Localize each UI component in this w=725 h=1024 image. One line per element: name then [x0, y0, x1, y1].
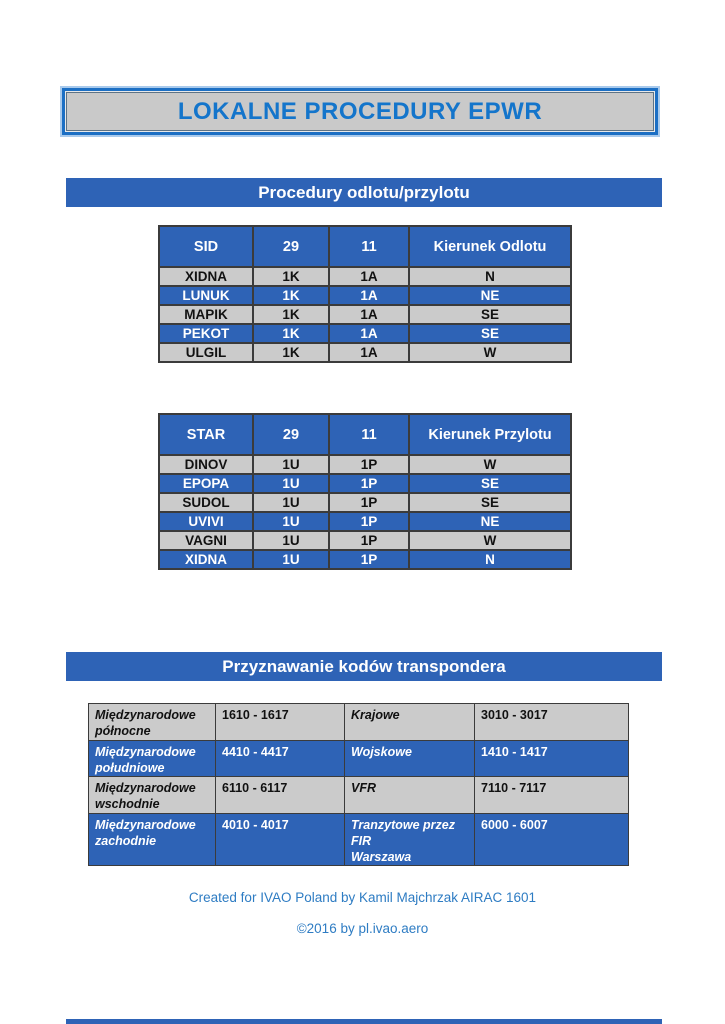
section-banner-transponder: Przyznawanie kodów transpondera	[66, 652, 662, 681]
table-row: PEKOT 1K 1A SE	[158, 323, 572, 344]
table-cell: 1U	[252, 530, 330, 551]
transponder-code-cell: 6110 - 6117	[215, 776, 345, 814]
sid-header-cell: Kierunek Odlotu	[408, 225, 572, 268]
table-cell: 1P	[328, 454, 410, 475]
table-cell: 1U	[252, 511, 330, 532]
section-banner-procedures-label: Procedury odlotu/przylotu	[258, 182, 470, 202]
star-table: STAR 29 11 Kierunek Przylotu DINOV 1U 1P…	[158, 413, 572, 570]
transponder-code-cell: 6000 - 6007	[474, 812, 629, 867]
table-row: LUNUK 1K 1A NE	[158, 285, 572, 306]
table-cell: SUDOL	[158, 492, 254, 513]
table-cell: 1K	[252, 304, 330, 325]
transponder-area-cell: Międzynarodowe zachodnie	[88, 812, 216, 867]
transponder-code-cell: 3010 - 3017	[474, 703, 629, 741]
table-cell: MAPIK	[158, 304, 254, 325]
table-cell: 1U	[252, 549, 330, 570]
table-cell: W	[408, 342, 572, 363]
table-cell: SE	[408, 473, 572, 494]
sid-header-cell: 29	[252, 225, 330, 268]
table-cell: UVIVI	[158, 511, 254, 532]
table-row: VAGNI 1U 1P W	[158, 530, 572, 551]
table-row: UVIVI 1U 1P NE	[158, 511, 572, 532]
table-row: SUDOL 1U 1P SE	[158, 492, 572, 513]
table-cell: 1A	[328, 323, 410, 344]
table-cell: DINOV	[158, 454, 254, 475]
table-cell: XIDNA	[158, 266, 254, 287]
table-cell: XIDNA	[158, 549, 254, 570]
table-row: MAPIK 1K 1A SE	[158, 304, 572, 325]
table-cell: 1K	[252, 342, 330, 363]
table-row: DINOV 1U 1P W	[158, 454, 572, 475]
table-cell: 1P	[328, 549, 410, 570]
sid-header-cell: 11	[328, 225, 410, 268]
transponder-category-cell: Tranzytowe przez FIR Warszawa	[344, 812, 475, 867]
transponder-code-cell: 7110 - 7117	[474, 776, 629, 814]
star-header-cell: 29	[252, 413, 330, 456]
table-cell: 1P	[328, 473, 410, 494]
table-cell: 1A	[328, 342, 410, 363]
table-cell: NE	[408, 511, 572, 532]
transponder-category-cell: VFR	[344, 776, 475, 814]
table-cell: NE	[408, 285, 572, 306]
table-cell: W	[408, 530, 572, 551]
sid-table: SID 29 11 Kierunek Odlotu XIDNA 1K 1A N …	[158, 225, 572, 363]
table-cell: N	[408, 549, 572, 570]
table-cell: 1A	[328, 285, 410, 306]
footer-copyright-text: ©2016 by pl.ivao.aero	[296, 921, 429, 936]
transponder-area-cell: Międzynarodowe wschodnie	[88, 776, 216, 814]
star-header-cell: STAR	[158, 413, 254, 456]
transponder-code-cell: 4410 - 4417	[215, 739, 345, 777]
transponder-table: Międzynarodowe północne 1610 - 1617 Kraj…	[88, 703, 629, 867]
table-row: ULGIL 1K 1A W	[158, 342, 572, 363]
table-row: Międzynarodowe wschodnie 6110 - 6117 VFR…	[88, 776, 629, 814]
table-cell: EPOPA	[158, 473, 254, 494]
table-cell: 1K	[252, 266, 330, 287]
table-cell: SE	[408, 492, 572, 513]
transponder-area-cell: Międzynarodowe południowe	[88, 739, 216, 777]
table-cell: ULGIL	[158, 342, 254, 363]
table-cell: SE	[408, 323, 572, 344]
next-page-edge-rule	[66, 1019, 662, 1024]
table-cell: 1K	[252, 285, 330, 306]
section-banner-procedures: Procedury odlotu/przylotu	[66, 178, 662, 207]
table-cell: 1P	[328, 530, 410, 551]
transponder-category-cell: Krajowe	[344, 703, 475, 741]
table-row: Międzynarodowe południowe 4410 - 4417 Wo…	[88, 739, 629, 777]
table-row: Międzynarodowe północne 1610 - 1617 Kraj…	[88, 703, 629, 741]
table-cell: 1P	[328, 492, 410, 513]
table-cell: SE	[408, 304, 572, 325]
table-row: XIDNA 1U 1P N	[158, 549, 572, 570]
transponder-code-cell: 1410 - 1417	[474, 739, 629, 777]
footer-credit-text: Created for IVAO Poland by Kamil Majchrz…	[188, 890, 537, 905]
sid-header-cell: SID	[158, 225, 254, 268]
star-table-header-row: STAR 29 11 Kierunek Przylotu	[158, 413, 572, 456]
table-cell: 1A	[328, 304, 410, 325]
table-cell: 1K	[252, 323, 330, 344]
table-row: EPOPA 1U 1P SE	[158, 473, 572, 494]
table-cell: 1U	[252, 473, 330, 494]
document-title-box: LOKALNE PROCEDURY EPWR	[62, 88, 658, 135]
table-cell: LUNUK	[158, 285, 254, 306]
transponder-code-cell: 1610 - 1617	[215, 703, 345, 741]
table-cell: VAGNI	[158, 530, 254, 551]
table-cell: 1A	[328, 266, 410, 287]
transponder-category-cell: Wojskowe	[344, 739, 475, 777]
star-header-cell: 11	[328, 413, 410, 456]
star-header-cell: Kierunek Przylotu	[408, 413, 572, 456]
table-row: XIDNA 1K 1A N	[158, 266, 572, 287]
table-row: Międzynarodowe zachodnie 4010 - 4017 Tra…	[88, 812, 629, 867]
sid-table-header-row: SID 29 11 Kierunek Odlotu	[158, 225, 572, 268]
table-cell: N	[408, 266, 572, 287]
section-banner-transponder-label: Przyznawanie kodów transpondera	[222, 656, 506, 676]
page-title: LOKALNE PROCEDURY EPWR	[177, 97, 543, 125]
transponder-code-cell: 4010 - 4017	[215, 812, 345, 867]
table-cell: 1P	[328, 511, 410, 532]
table-cell: 1U	[252, 454, 330, 475]
transponder-area-cell: Międzynarodowe północne	[88, 703, 216, 741]
table-cell: PEKOT	[158, 323, 254, 344]
table-cell: W	[408, 454, 572, 475]
table-cell: 1U	[252, 492, 330, 513]
